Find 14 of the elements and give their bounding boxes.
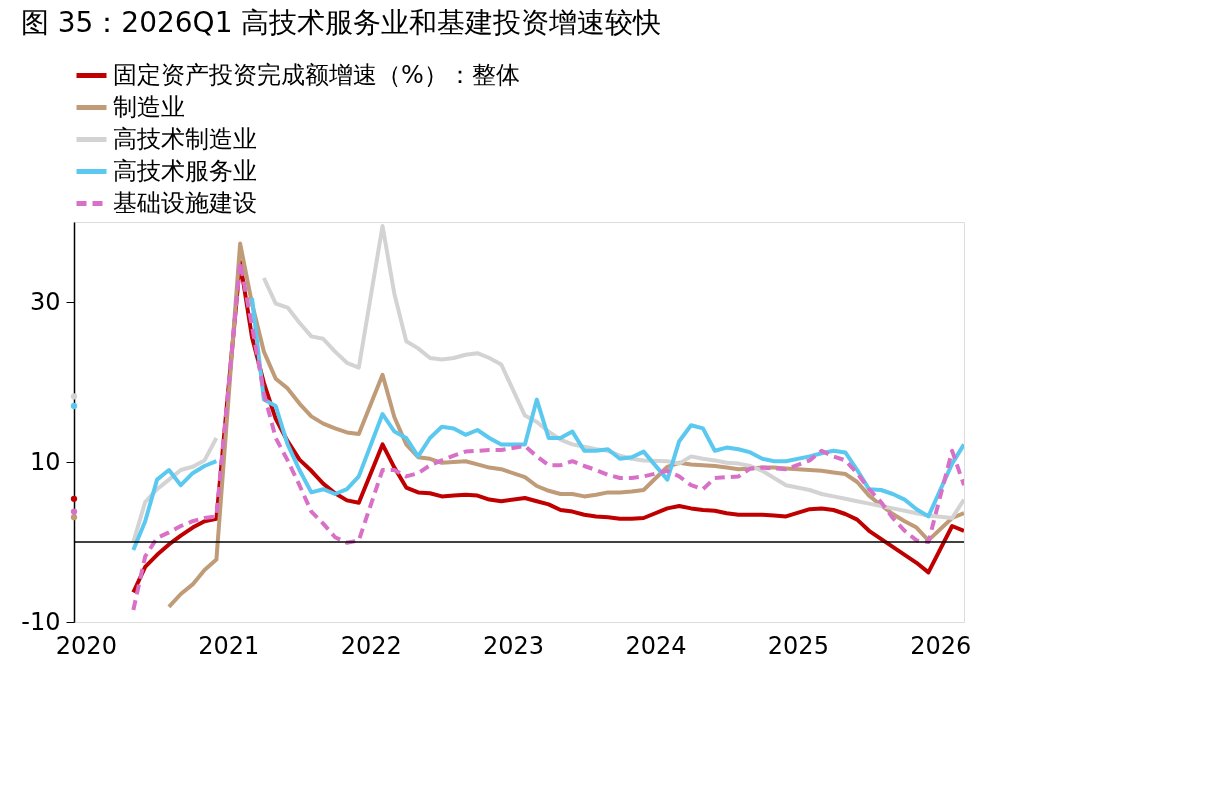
y-tick-label: 10 bbox=[29, 447, 61, 476]
legend-label: 高技术服务业 bbox=[113, 156, 257, 185]
x-tick-label: 2024 bbox=[625, 631, 687, 660]
x-tick-label: 2021 bbox=[198, 631, 260, 660]
legend-label: 固定资产投资完成额增速（%）：整体 bbox=[113, 60, 520, 89]
chart-title: 图 35：2026Q1 高技术服务业和基建投资增速较快 bbox=[20, 6, 662, 39]
legend-label: 高技术制造业 bbox=[113, 124, 257, 153]
x-tick-label: 2025 bbox=[767, 631, 829, 660]
x-tick-label: 2023 bbox=[483, 631, 545, 660]
y-tick-label: 30 bbox=[29, 287, 61, 316]
legend-label: 基础设施建设 bbox=[113, 188, 257, 217]
x-tick-label: 2022 bbox=[340, 631, 402, 660]
legend-label: 制造业 bbox=[113, 92, 185, 121]
x-tick-label: 2026 bbox=[910, 631, 972, 660]
